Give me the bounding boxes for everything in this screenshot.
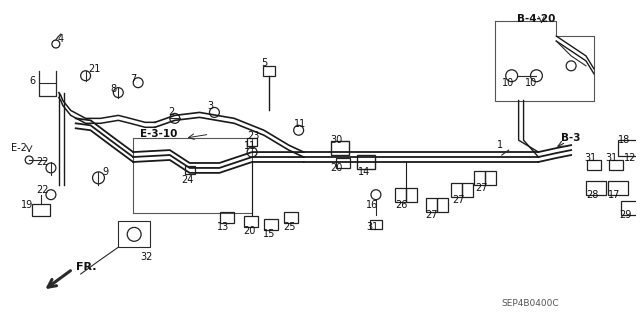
Text: 2: 2 [168,108,174,117]
Text: B-4-20: B-4-20 [516,14,555,24]
Text: 15: 15 [263,229,275,239]
Bar [247,138,257,146]
Bar [264,219,278,230]
Bar [133,138,252,212]
Bar [284,212,298,223]
Text: 30: 30 [330,135,342,145]
Bar [485,171,496,185]
Bar [426,198,437,211]
Text: 14: 14 [358,167,371,177]
Text: SEP4B0400C: SEP4B0400C [502,299,559,308]
Bar [185,166,195,174]
Text: FR.: FR. [76,262,96,272]
Text: 23: 23 [247,131,259,141]
Text: 17: 17 [608,190,620,200]
Text: 10: 10 [502,78,514,88]
Text: 22: 22 [36,157,49,167]
Text: 27: 27 [426,210,438,219]
Text: 28: 28 [586,190,598,200]
Bar [336,158,350,168]
Bar [608,181,628,195]
Bar [474,171,485,185]
Text: 8: 8 [110,84,116,93]
Bar [395,188,406,202]
Bar [462,183,473,197]
Text: 20: 20 [243,226,255,236]
Text: 26: 26 [396,200,408,210]
Text: 27: 27 [475,183,488,193]
Text: 31: 31 [366,222,378,233]
Bar [118,221,150,247]
Text: 29: 29 [620,210,632,219]
Text: 21: 21 [88,64,101,74]
Text: E-3-10: E-3-10 [140,129,177,139]
Bar [32,204,50,216]
Bar [357,155,375,169]
Bar [437,198,448,211]
Text: 24: 24 [182,175,194,185]
Bar [370,220,382,229]
Text: 22: 22 [36,185,49,195]
Text: 19: 19 [21,200,33,210]
Text: E-2: E-2 [12,143,27,153]
Text: 27: 27 [452,195,465,205]
Text: 25: 25 [283,222,295,233]
Bar [587,160,601,170]
Text: 18: 18 [618,135,630,145]
Bar [621,201,640,214]
Text: 31: 31 [606,153,618,163]
Text: 1: 1 [497,140,503,150]
Text: 5: 5 [261,58,268,68]
Text: 20: 20 [330,163,343,173]
Bar [618,140,637,156]
Bar [609,160,623,170]
Bar [244,216,258,227]
Text: 32: 32 [140,252,152,262]
Text: 10: 10 [525,78,537,88]
Text: 16: 16 [366,200,378,210]
Text: 12: 12 [623,153,636,163]
Bar [586,181,606,195]
Text: 13: 13 [218,222,230,233]
Text: 11: 11 [244,141,257,151]
Bar [220,212,234,223]
Text: 31: 31 [584,153,596,163]
Bar [451,183,462,197]
Text: 11: 11 [294,119,306,129]
Bar [332,141,349,155]
Text: 4: 4 [58,34,64,44]
Text: 3: 3 [207,101,214,111]
Text: 6: 6 [29,76,35,86]
Text: 7: 7 [130,74,136,84]
Text: B-3: B-3 [561,133,580,143]
Bar [406,188,417,202]
Bar [263,66,275,76]
Text: 9: 9 [102,167,109,177]
